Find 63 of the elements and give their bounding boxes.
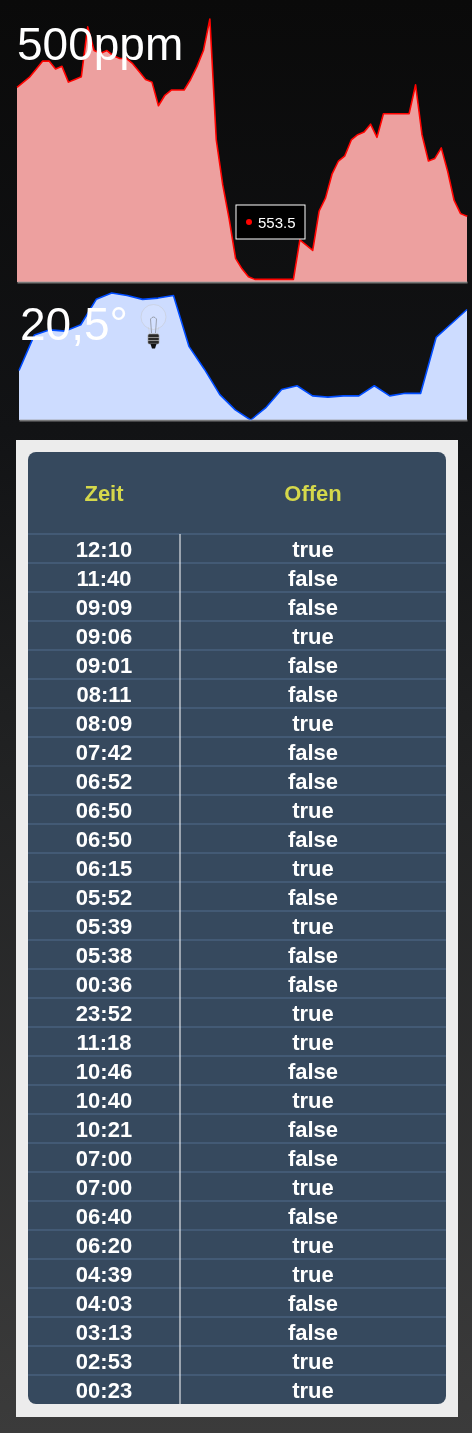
text: false [287, 827, 339, 852]
text: 10:40 [75, 1088, 133, 1113]
text: 04:03 [75, 1291, 133, 1316]
text: 09:09 [75, 595, 133, 620]
text: true [292, 1262, 334, 1287]
text: 06:50 [75, 827, 133, 852]
text: 10:21 [75, 1117, 133, 1142]
text: 12:10 [75, 537, 133, 562]
text: false [287, 1117, 339, 1142]
text: false [287, 566, 339, 591]
text: 05:38 [75, 943, 133, 968]
text: false [287, 1204, 339, 1229]
text: 06:52 [75, 769, 133, 794]
text: false [287, 740, 339, 765]
text: 06:50 [75, 798, 133, 823]
text: 05:52 [75, 885, 133, 910]
text: true [292, 1088, 334, 1113]
text: 04:39 [75, 1262, 133, 1287]
text: false [287, 1291, 339, 1316]
text: 09:06 [75, 624, 133, 649]
text: Offen [284, 480, 342, 506]
text: false [287, 943, 339, 968]
text: 11:40 [76, 566, 132, 591]
text: true [292, 711, 334, 736]
text: 05:39 [75, 914, 133, 939]
annotation: 553.5 [258, 213, 296, 231]
text: 09:01 [75, 653, 133, 678]
text: true [292, 856, 334, 881]
text: Zeit [84, 480, 125, 506]
text: true [292, 1233, 334, 1258]
text: 07:00 [75, 1175, 133, 1200]
text: true [292, 1349, 334, 1374]
text: 06:40 [75, 1204, 133, 1229]
text: 06:20 [75, 1233, 133, 1258]
text: false [287, 682, 339, 707]
text: 07:42 [75, 740, 133, 765]
text: true [292, 798, 334, 823]
text: 03:13 [75, 1320, 133, 1345]
text: true [292, 1378, 334, 1403]
text: false [287, 972, 339, 997]
text: false [287, 1320, 339, 1345]
text: 06:15 [75, 856, 133, 881]
text: 08:09 [75, 711, 133, 736]
text: true [292, 1001, 334, 1026]
text: false [287, 595, 339, 620]
text: 07:00 [75, 1146, 133, 1171]
text: 11:18 [76, 1030, 132, 1055]
text: true [292, 1030, 334, 1055]
text: 00:23 [75, 1378, 133, 1403]
text: true [292, 537, 334, 562]
text: 08:11 [76, 682, 132, 707]
text: 02:53 [75, 1349, 133, 1374]
text: false [287, 1059, 339, 1084]
text: false [287, 885, 339, 910]
text: true [292, 914, 334, 939]
text: false [287, 1146, 339, 1171]
text: 00:36 [75, 972, 133, 997]
text: 23:52 [75, 1001, 133, 1026]
text: 10:46 [75, 1059, 133, 1084]
text: false [287, 769, 339, 794]
text: true [292, 624, 334, 649]
text: false [287, 653, 339, 678]
text: true [292, 1175, 334, 1200]
